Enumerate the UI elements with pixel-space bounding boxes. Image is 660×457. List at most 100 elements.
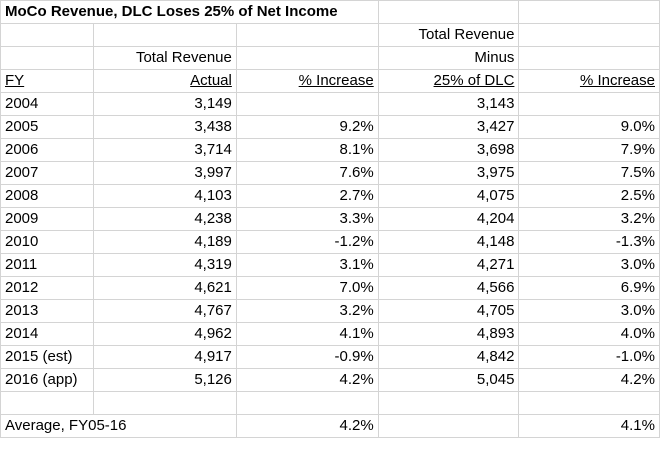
cell-empty[interactable]: [518, 46, 660, 70]
table-row: 2013 4,767 3.2% 4,705 3.0%: [0, 299, 660, 323]
cell-pct1[interactable]: 8.1%: [235, 138, 379, 162]
header-total-revenue[interactable]: Total Revenue: [92, 46, 237, 70]
cell-pct1[interactable]: 3.3%: [235, 207, 379, 231]
cell-empty[interactable]: [0, 46, 94, 70]
cell-fy[interactable]: 2010: [0, 230, 94, 254]
cell-actual[interactable]: 3,997: [92, 161, 237, 185]
cell-pct2[interactable]: -1.0%: [518, 345, 660, 369]
header-25pct-dlc[interactable]: 25% of DLC: [433, 72, 515, 89]
table-row: 2004 3,149 3,143: [0, 92, 660, 116]
spreadsheet-grid: MoCo Revenue, DLC Loses 25% of Net Incom…: [0, 0, 660, 438]
cell-pct2[interactable]: [518, 92, 660, 116]
table-row: 2009 4,238 3.3% 4,204 3.2%: [0, 207, 660, 231]
header-total-revenue-minus-line1[interactable]: Total Revenue: [377, 23, 520, 47]
table-row: 2011 4,319 3.1% 4,271 3.0%: [0, 253, 660, 277]
header-actual[interactable]: Actual: [190, 72, 232, 89]
cell-pct2[interactable]: 9.0%: [518, 115, 660, 139]
cell-actual[interactable]: 3,438: [92, 115, 237, 139]
cell-minus[interactable]: 4,705: [377, 299, 520, 323]
cell-pct1[interactable]: 9.2%: [235, 115, 379, 139]
cell-pct2[interactable]: 7.5%: [518, 161, 660, 185]
cell-empty[interactable]: [235, 46, 379, 70]
cell-pct1[interactable]: -1.2%: [235, 230, 379, 254]
cell-pct2[interactable]: 3.0%: [518, 299, 660, 323]
cell-empty[interactable]: [92, 391, 237, 415]
cell-fy[interactable]: 2006: [0, 138, 94, 162]
header-pct-increase-2[interactable]: % Increase: [579, 72, 655, 89]
cell-empty[interactable]: [518, 23, 660, 47]
cell-minus[interactable]: 4,075: [377, 184, 520, 208]
table-row: 2005 3,438 9.2% 3,427 9.0%: [0, 115, 660, 139]
table-row: 2007 3,997 7.6% 3,975 7.5%: [0, 161, 660, 185]
cell-empty[interactable]: [518, 0, 660, 24]
cell-minus[interactable]: 3,975: [377, 161, 520, 185]
cell-pct2[interactable]: 7.9%: [518, 138, 660, 162]
cell-empty[interactable]: [377, 414, 520, 438]
cell-pct1[interactable]: 4.2%: [235, 368, 379, 392]
cell-pct2[interactable]: 4.2%: [518, 368, 660, 392]
cell-actual[interactable]: 5,126: [92, 368, 237, 392]
cell-fy[interactable]: 2014: [0, 322, 94, 346]
sheet-title[interactable]: MoCo Revenue, DLC Loses 25% of Net Incom…: [0, 0, 379, 24]
cell-pct1[interactable]: 7.6%: [235, 161, 379, 185]
cell-fy[interactable]: 2008: [0, 184, 94, 208]
cell-fy[interactable]: 2013: [0, 299, 94, 323]
cell-fy[interactable]: 2007: [0, 161, 94, 185]
cell-actual[interactable]: 4,189: [92, 230, 237, 254]
cell-pct2[interactable]: 6.9%: [518, 276, 660, 300]
cell-pct2[interactable]: 3.2%: [518, 207, 660, 231]
cell-fy[interactable]: 2016 (app): [0, 368, 94, 392]
cell-minus[interactable]: 4,842: [377, 345, 520, 369]
cell-minus[interactable]: 3,698: [377, 138, 520, 162]
cell-minus[interactable]: 3,143: [377, 92, 520, 116]
cell-empty[interactable]: [518, 391, 660, 415]
cell-fy[interactable]: 2005: [0, 115, 94, 139]
cell-pct1[interactable]: 3.1%: [235, 253, 379, 277]
header-pct-increase-1[interactable]: % Increase: [298, 72, 374, 89]
cell-minus[interactable]: 5,045: [377, 368, 520, 392]
cell-pct2[interactable]: 4.0%: [518, 322, 660, 346]
cell-fy[interactable]: 2004: [0, 92, 94, 116]
cell-actual[interactable]: 4,238: [92, 207, 237, 231]
cell-minus[interactable]: 4,566: [377, 276, 520, 300]
cell-pct1[interactable]: 4.1%: [235, 322, 379, 346]
cell-pct1[interactable]: -0.9%: [235, 345, 379, 369]
cell-fy[interactable]: 2009: [0, 207, 94, 231]
header-minus-line2[interactable]: Minus: [377, 46, 520, 70]
cell-pct1[interactable]: 2.7%: [235, 184, 379, 208]
cell-actual[interactable]: 3,714: [92, 138, 237, 162]
header-fy[interactable]: FY: [5, 72, 25, 89]
cell-actual[interactable]: 4,917: [92, 345, 237, 369]
cell-fy[interactable]: 2011: [0, 253, 94, 277]
cell-empty[interactable]: [235, 391, 379, 415]
cell-minus[interactable]: 3,427: [377, 115, 520, 139]
cell-empty[interactable]: [0, 391, 94, 415]
cell-fy[interactable]: 2012: [0, 276, 94, 300]
cell-actual[interactable]: 4,621: [92, 276, 237, 300]
cell-actual[interactable]: 4,767: [92, 299, 237, 323]
cell-empty[interactable]: [235, 23, 379, 47]
average-label[interactable]: Average, FY05-16: [0, 414, 237, 438]
cell-fy[interactable]: 2015 (est): [0, 345, 94, 369]
cell-empty[interactable]: [92, 23, 237, 47]
cell-minus[interactable]: 4,893: [377, 322, 520, 346]
cell-pct1[interactable]: 7.0%: [235, 276, 379, 300]
cell-pct2[interactable]: -1.3%: [518, 230, 660, 254]
table-row: 2006 3,714 8.1% 3,698 7.9%: [0, 138, 660, 162]
cell-empty[interactable]: [377, 0, 520, 24]
cell-minus[interactable]: 4,148: [377, 230, 520, 254]
cell-empty[interactable]: [0, 23, 94, 47]
cell-actual[interactable]: 4,319: [92, 253, 237, 277]
cell-actual[interactable]: 4,103: [92, 184, 237, 208]
cell-pct2[interactable]: 3.0%: [518, 253, 660, 277]
cell-pct1[interactable]: 3.2%: [235, 299, 379, 323]
cell-minus[interactable]: 4,271: [377, 253, 520, 277]
average-pct2[interactable]: 4.1%: [518, 414, 660, 438]
average-pct1[interactable]: 4.2%: [235, 414, 379, 438]
cell-actual[interactable]: 4,962: [92, 322, 237, 346]
cell-empty[interactable]: [377, 391, 520, 415]
cell-pct1[interactable]: [235, 92, 379, 116]
cell-actual[interactable]: 3,149: [92, 92, 237, 116]
cell-minus[interactable]: 4,204: [377, 207, 520, 231]
cell-pct2[interactable]: 2.5%: [518, 184, 660, 208]
